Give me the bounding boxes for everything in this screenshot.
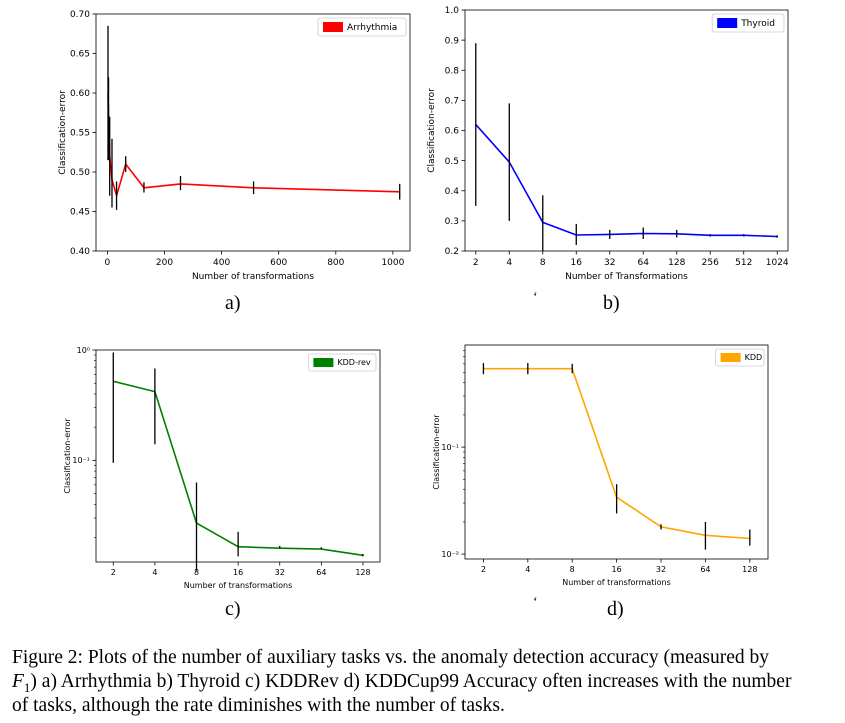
caption-variable: F [12,671,24,692]
caption-line-1: Figure 2: Plots of the number of auxilia… [12,647,770,668]
y-tick-label: 10⁻² [441,550,459,559]
y-axis-label: Classification-error [427,88,437,173]
stray-mark-d: ‘ [533,595,538,610]
x-tick-label: 2 [473,258,479,268]
x-tick-label: 200 [156,258,173,268]
panel-label-c: c) [225,598,241,620]
y-tick-label: 1.0 [445,6,460,16]
y-tick-label: 0.4 [445,187,460,197]
x-tick-label: 64 [316,568,326,577]
series-line [113,380,364,557]
x-axis-label: Number of transformations [562,578,671,587]
y-axis-label: Classification-error [432,414,441,490]
x-tick-label: 128 [668,258,685,268]
plot-frame [95,13,411,252]
legend-label: KDD-rev [337,358,370,367]
x-tick-label: 16 [233,568,243,577]
plot-frame [464,9,789,252]
y-tick-label: 0.40 [70,247,90,257]
caption-subscript: 1 [23,679,31,695]
x-tick-label: 32 [656,565,666,574]
y-tick-label: 0.8 [445,66,460,76]
x-tick-label: 2 [481,565,486,574]
y-tick-label: 0.60 [70,89,90,99]
x-tick-label: 8 [194,568,199,577]
chart-d: 2 4 8 16 32 64 128 10⁻² 10⁻¹ Number of transforma… [432,344,769,587]
plot-frame [464,344,769,560]
stray-mark-b: ‘ [533,290,538,305]
y-tick-label: 0.7 [445,97,459,107]
x-tick-label: 16 [571,258,583,268]
chart-b: 2 4 8 16 32 64 128 256 512 1024 0.2 0.3 0.4 0.5 0.6 0.7… [427,6,789,282]
y-tick-label: 0.65 [70,50,90,60]
y-tick-label: 0.5 [445,157,459,167]
x-tick-label: 16 [612,565,622,574]
panel-label-d: d) [607,598,624,620]
x-tick-label: 256 [702,258,719,268]
x-tick-label: 600 [270,258,287,268]
legend-label: KDD [745,353,763,362]
y-axis-label: Classification-error [63,418,72,494]
y-tick-label: 0.3 [445,217,459,227]
y-tick-label: 0.45 [70,208,90,218]
x-tick-label: 1000 [381,258,404,268]
legend-label: Thyroid [740,19,775,29]
y-tick-label: 0.2 [445,247,459,257]
y-tick-label: 0.50 [70,168,90,178]
x-axis-label: Number of transformations [192,272,314,282]
y-axis-label: Classification-error [58,90,68,175]
x-tick-label: 8 [540,258,546,268]
x-tick-label: 4 [152,568,157,577]
x-tick-label: 128 [355,568,370,577]
legend-label: Arrhythmia [347,23,397,33]
panel-label-a: a) [225,292,241,314]
legend-swatch [720,353,741,362]
y-tick-label: 0.55 [70,129,90,139]
legend-swatch [717,18,738,28]
legend-swatch [313,358,334,367]
caption-line-2: F1) a) Arrhythmia b) Thyroid c) KDDRev d… [12,670,791,700]
y-tick-label: 0.6 [445,127,460,137]
caption-line-2-text: ) a) Arrhythmia b) Thyroid c) KDDRev d) … [30,671,792,692]
x-tick-label: 4 [506,258,512,268]
x-tick-label: 32 [604,258,615,268]
series-line [107,92,400,197]
x-tick-label: 32 [275,568,285,577]
x-tick-label: 400 [213,258,230,268]
x-tick-label: 0 [105,258,111,268]
x-tick-label: 1024 [766,258,789,268]
y-tick-label: 10⁰ [77,346,90,355]
chart-a: 0 200 400 600 800 1000 0.40 0.45 0.50 0.55 0.60 0.6… [58,10,411,282]
y-tick-label: 10⁻¹ [72,456,90,465]
y-tick-label: 10⁻¹ [441,443,459,452]
x-tick-label: 8 [570,565,575,574]
x-tick-label: 512 [735,258,752,268]
plot-frame [95,349,381,563]
figure-2-charts: 0 200 400 600 800 1000 0.40 0.45 0.50 0.55 0.60 0.6… [58,6,789,590]
x-axis-label: Number of transformations [184,581,293,590]
x-tick-label: 4 [525,565,530,574]
x-tick-label: 2 [111,568,116,577]
caption-line-3: of tasks, although the rate diminishes w… [12,695,505,716]
x-tick-label: 64 [700,565,710,574]
series-line [475,123,778,238]
y-tick-label: 0.70 [70,10,90,20]
y-tick-label: 0.9 [445,36,460,46]
x-axis-label: Number of Transformations [565,272,688,282]
legend-swatch [323,22,343,32]
x-tick-label: 64 [638,258,650,268]
panel-label-b: b) [603,292,620,314]
chart-c: 2 4 8 16 32 64 128 10⁻¹ 10⁰ Number of transformat… [63,346,381,590]
x-tick-label: 128 [742,565,757,574]
x-tick-label: 800 [327,258,344,268]
